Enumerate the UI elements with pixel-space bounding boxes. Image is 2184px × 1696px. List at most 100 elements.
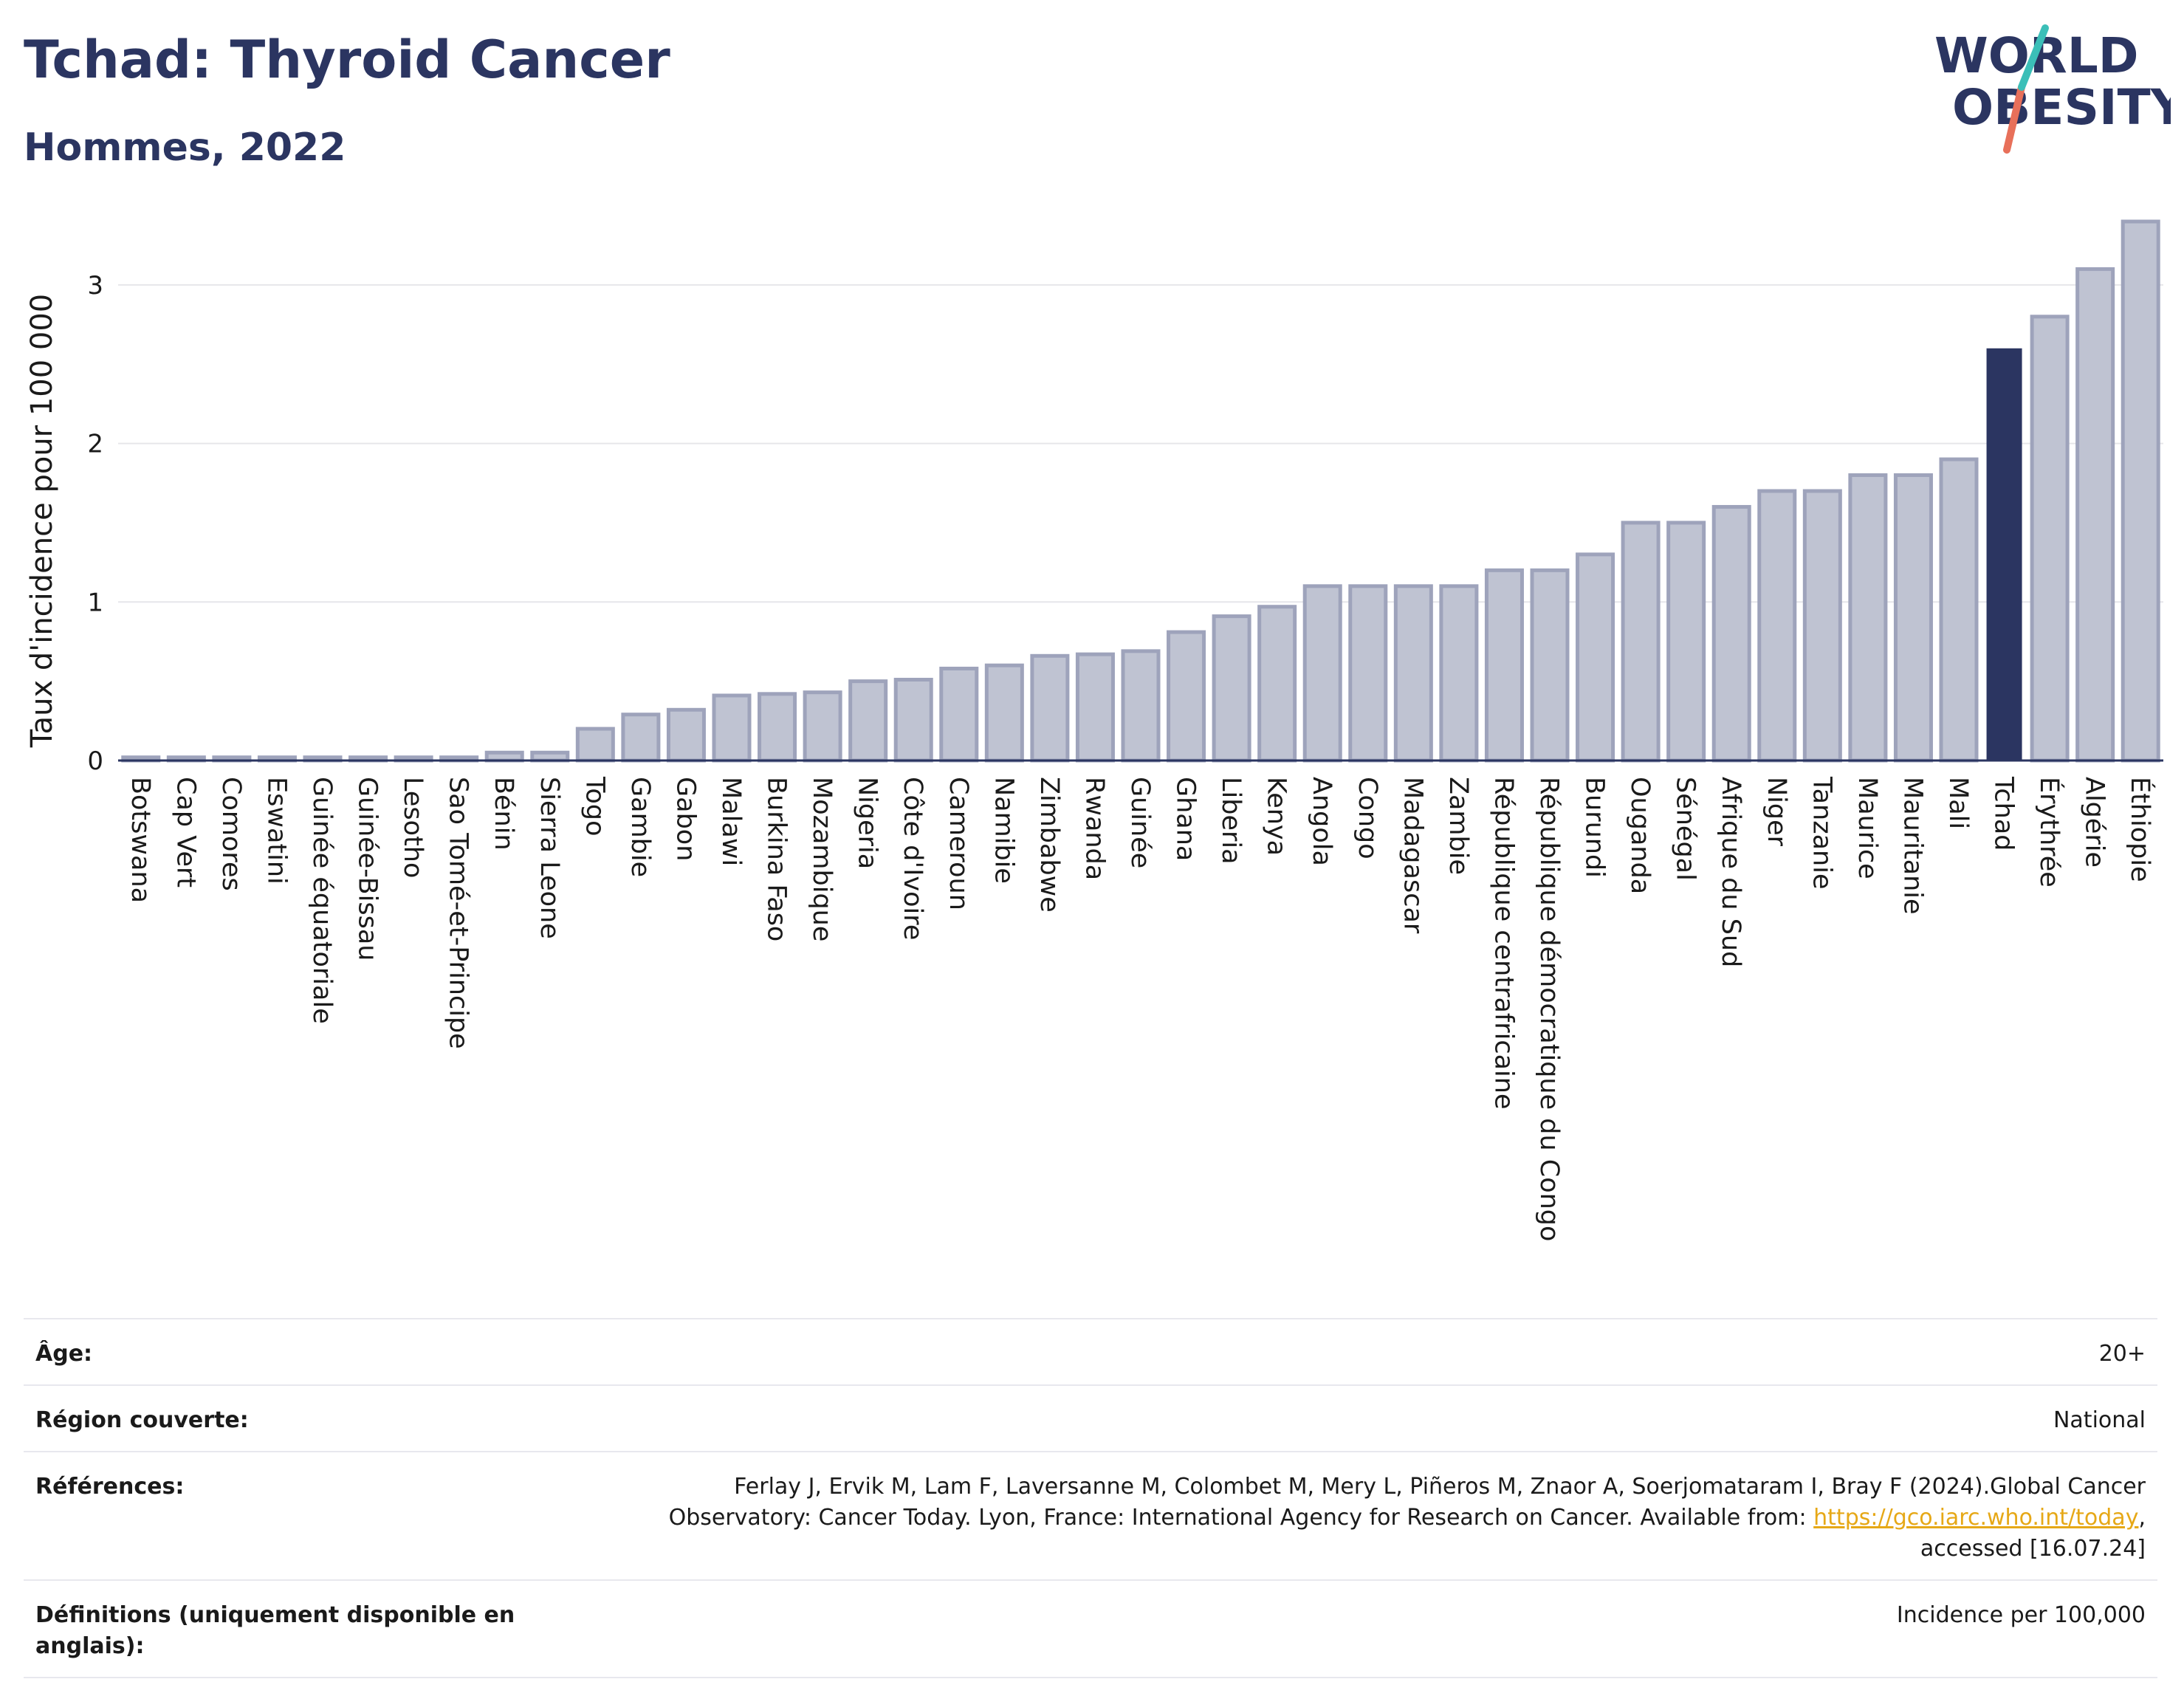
bar	[712, 693, 752, 763]
bar-chart: 0 1 2 3 Taux d'incidence pour 100 000 Botswan…	[0, 207, 2184, 1300]
region-value: National	[2053, 1407, 2146, 1433]
x-tick-label: Zimbabwe	[1034, 777, 1064, 913]
x-tick-label: Bénin	[489, 777, 518, 851]
bar	[939, 666, 979, 763]
info-row-references: Références: Ferlay J, Ervik M, Lam F, La…	[24, 1451, 2157, 1579]
bar	[1848, 473, 1888, 763]
bar	[530, 750, 570, 763]
bar	[984, 663, 1024, 763]
bar	[1257, 605, 1297, 763]
bar	[1666, 521, 1706, 763]
info-row-definitions: Définitions (uniquement disponible en an…	[24, 1579, 2157, 1678]
x-tick-label: Cameroun	[944, 777, 973, 910]
bar	[1484, 568, 1524, 763]
bar	[575, 727, 615, 763]
references-label: Références:	[35, 1474, 185, 1500]
x-tick-label: Comores	[216, 777, 246, 891]
x-tick-label: Gambie	[625, 777, 655, 877]
bar	[1075, 652, 1115, 763]
bar	[1802, 489, 1842, 763]
x-tick-label: Liberia	[1216, 777, 1246, 865]
info-table: Âge: 20+ Région couverte: National Référ…	[24, 1318, 2157, 1678]
x-tick-label: Cap Vert	[171, 777, 200, 888]
references-text-1: Ferlay J, Ervik M, Lam F, Laversanne M, …	[734, 1474, 2146, 1500]
x-tick-label: Burundi	[1580, 777, 1610, 878]
bar	[1302, 584, 1342, 763]
x-tick-label: Guinée équatoriale	[307, 777, 337, 1024]
bar	[1121, 649, 1161, 763]
x-tick-label: Togo	[580, 776, 609, 836]
chart-subtitle: Hommes, 2022	[24, 126, 346, 170]
region-label: Région couverte:	[35, 1407, 249, 1433]
x-tick-label: Burkina Faso	[762, 777, 791, 941]
svg-text:OBESITY: OBESITY	[1952, 79, 2171, 136]
x-tick-label: Eswatini	[261, 777, 291, 885]
definitions-label: Définitions (uniquement disponible en an…	[35, 1602, 515, 1659]
bar	[2121, 219, 2160, 763]
references-text-3: accessed [16.07.24]	[1920, 1536, 2146, 1562]
definitions-value: Incidence per 100,000	[1896, 1602, 2146, 1628]
x-tick-label: Érythrée	[2034, 777, 2065, 888]
bar	[1030, 653, 1070, 763]
x-tick-label: Mozambique	[807, 777, 837, 941]
x-tick-label: Guinée-Bissau	[353, 777, 382, 961]
age-value: 20+	[2098, 1341, 2146, 1367]
x-tick-label: Éthiopie	[2125, 777, 2156, 882]
bar	[1711, 504, 1751, 763]
x-tick-label: Ghana	[1171, 777, 1201, 861]
bar	[1348, 584, 1388, 763]
x-tick-label: Algérie	[2080, 777, 2109, 868]
x-tick-label: Madagascar	[1398, 777, 1427, 934]
references-value: Ferlay J, Ervik M, Lam F, Laversanne M, …	[668, 1474, 2146, 1562]
x-tick-label: Maurice	[1852, 777, 1882, 879]
logo-graphic: WORLD OBESITY	[1934, 24, 2184, 154]
bar	[803, 690, 842, 763]
bar	[1212, 614, 1251, 763]
bar	[666, 707, 706, 763]
bar	[2075, 267, 2115, 763]
references-link[interactable]: https://gco.iarc.who.int/today	[1813, 1505, 2139, 1531]
age-label: Âge:	[35, 1341, 93, 1367]
x-tick-label: République centrafricaine	[1488, 777, 1518, 1110]
chart-svg: 0 1 2 3 Taux d'incidence pour 100 000 Botswan…	[25, 219, 2163, 1241]
y-axis-label: Taux d'incidence pour 100 000	[25, 294, 59, 748]
bar	[1621, 521, 1661, 763]
x-tick-label: Sénégal	[1671, 777, 1700, 881]
x-tick-label: Rwanda	[1079, 777, 1109, 880]
x-tick-label: Ouganda	[1625, 777, 1655, 894]
x-tick-label: Afrique du Sud	[1716, 777, 1745, 967]
x-tick-label: Gabon	[670, 777, 700, 861]
world-obesity-logo[interactable]: WORLD OBESITY	[1920, 21, 2184, 154]
x-tick-label: Mali	[1943, 777, 1973, 829]
bar	[848, 679, 888, 763]
x-tick-label: Angola	[1307, 777, 1336, 866]
bar	[2030, 315, 2070, 763]
x-tick-label: Côte d'Ivoire	[898, 777, 927, 940]
bar	[758, 692, 797, 763]
y-tick-label: 3	[87, 271, 103, 301]
references-text-2: Observatory: Cancer Today. Lyon, France:…	[668, 1505, 1814, 1531]
x-tick-label: Niger	[1762, 777, 1791, 847]
bar	[1530, 568, 1570, 763]
x-tick-label: Mauritanie	[1898, 777, 1927, 915]
x-tick-label: Tanzanie	[1807, 776, 1836, 889]
info-row-region: Région couverte: National	[24, 1384, 2157, 1451]
x-tick-label: Lesotho	[398, 777, 427, 878]
x-tick-label: Namibie	[989, 777, 1018, 884]
bar	[1167, 630, 1206, 763]
chart-title: Tchad: Thyroid Cancer	[24, 30, 670, 90]
x-tick-label: Sierra Leone	[535, 777, 564, 939]
y-tick-label: 2	[87, 430, 103, 459]
bar	[1439, 584, 1479, 763]
x-tick-label: Tchad	[1989, 776, 2019, 851]
bar	[1576, 552, 1615, 763]
y-tick-label: 0	[87, 746, 103, 776]
bar	[484, 750, 524, 763]
x-tick-label: République démocratique du Congo	[1534, 777, 1564, 1241]
x-tick-label: Malawi	[716, 777, 746, 866]
y-tick-label: 1	[87, 588, 103, 617]
bar	[621, 713, 661, 763]
bar	[1393, 584, 1433, 763]
bar	[1757, 489, 1797, 763]
bar	[1939, 457, 1979, 763]
